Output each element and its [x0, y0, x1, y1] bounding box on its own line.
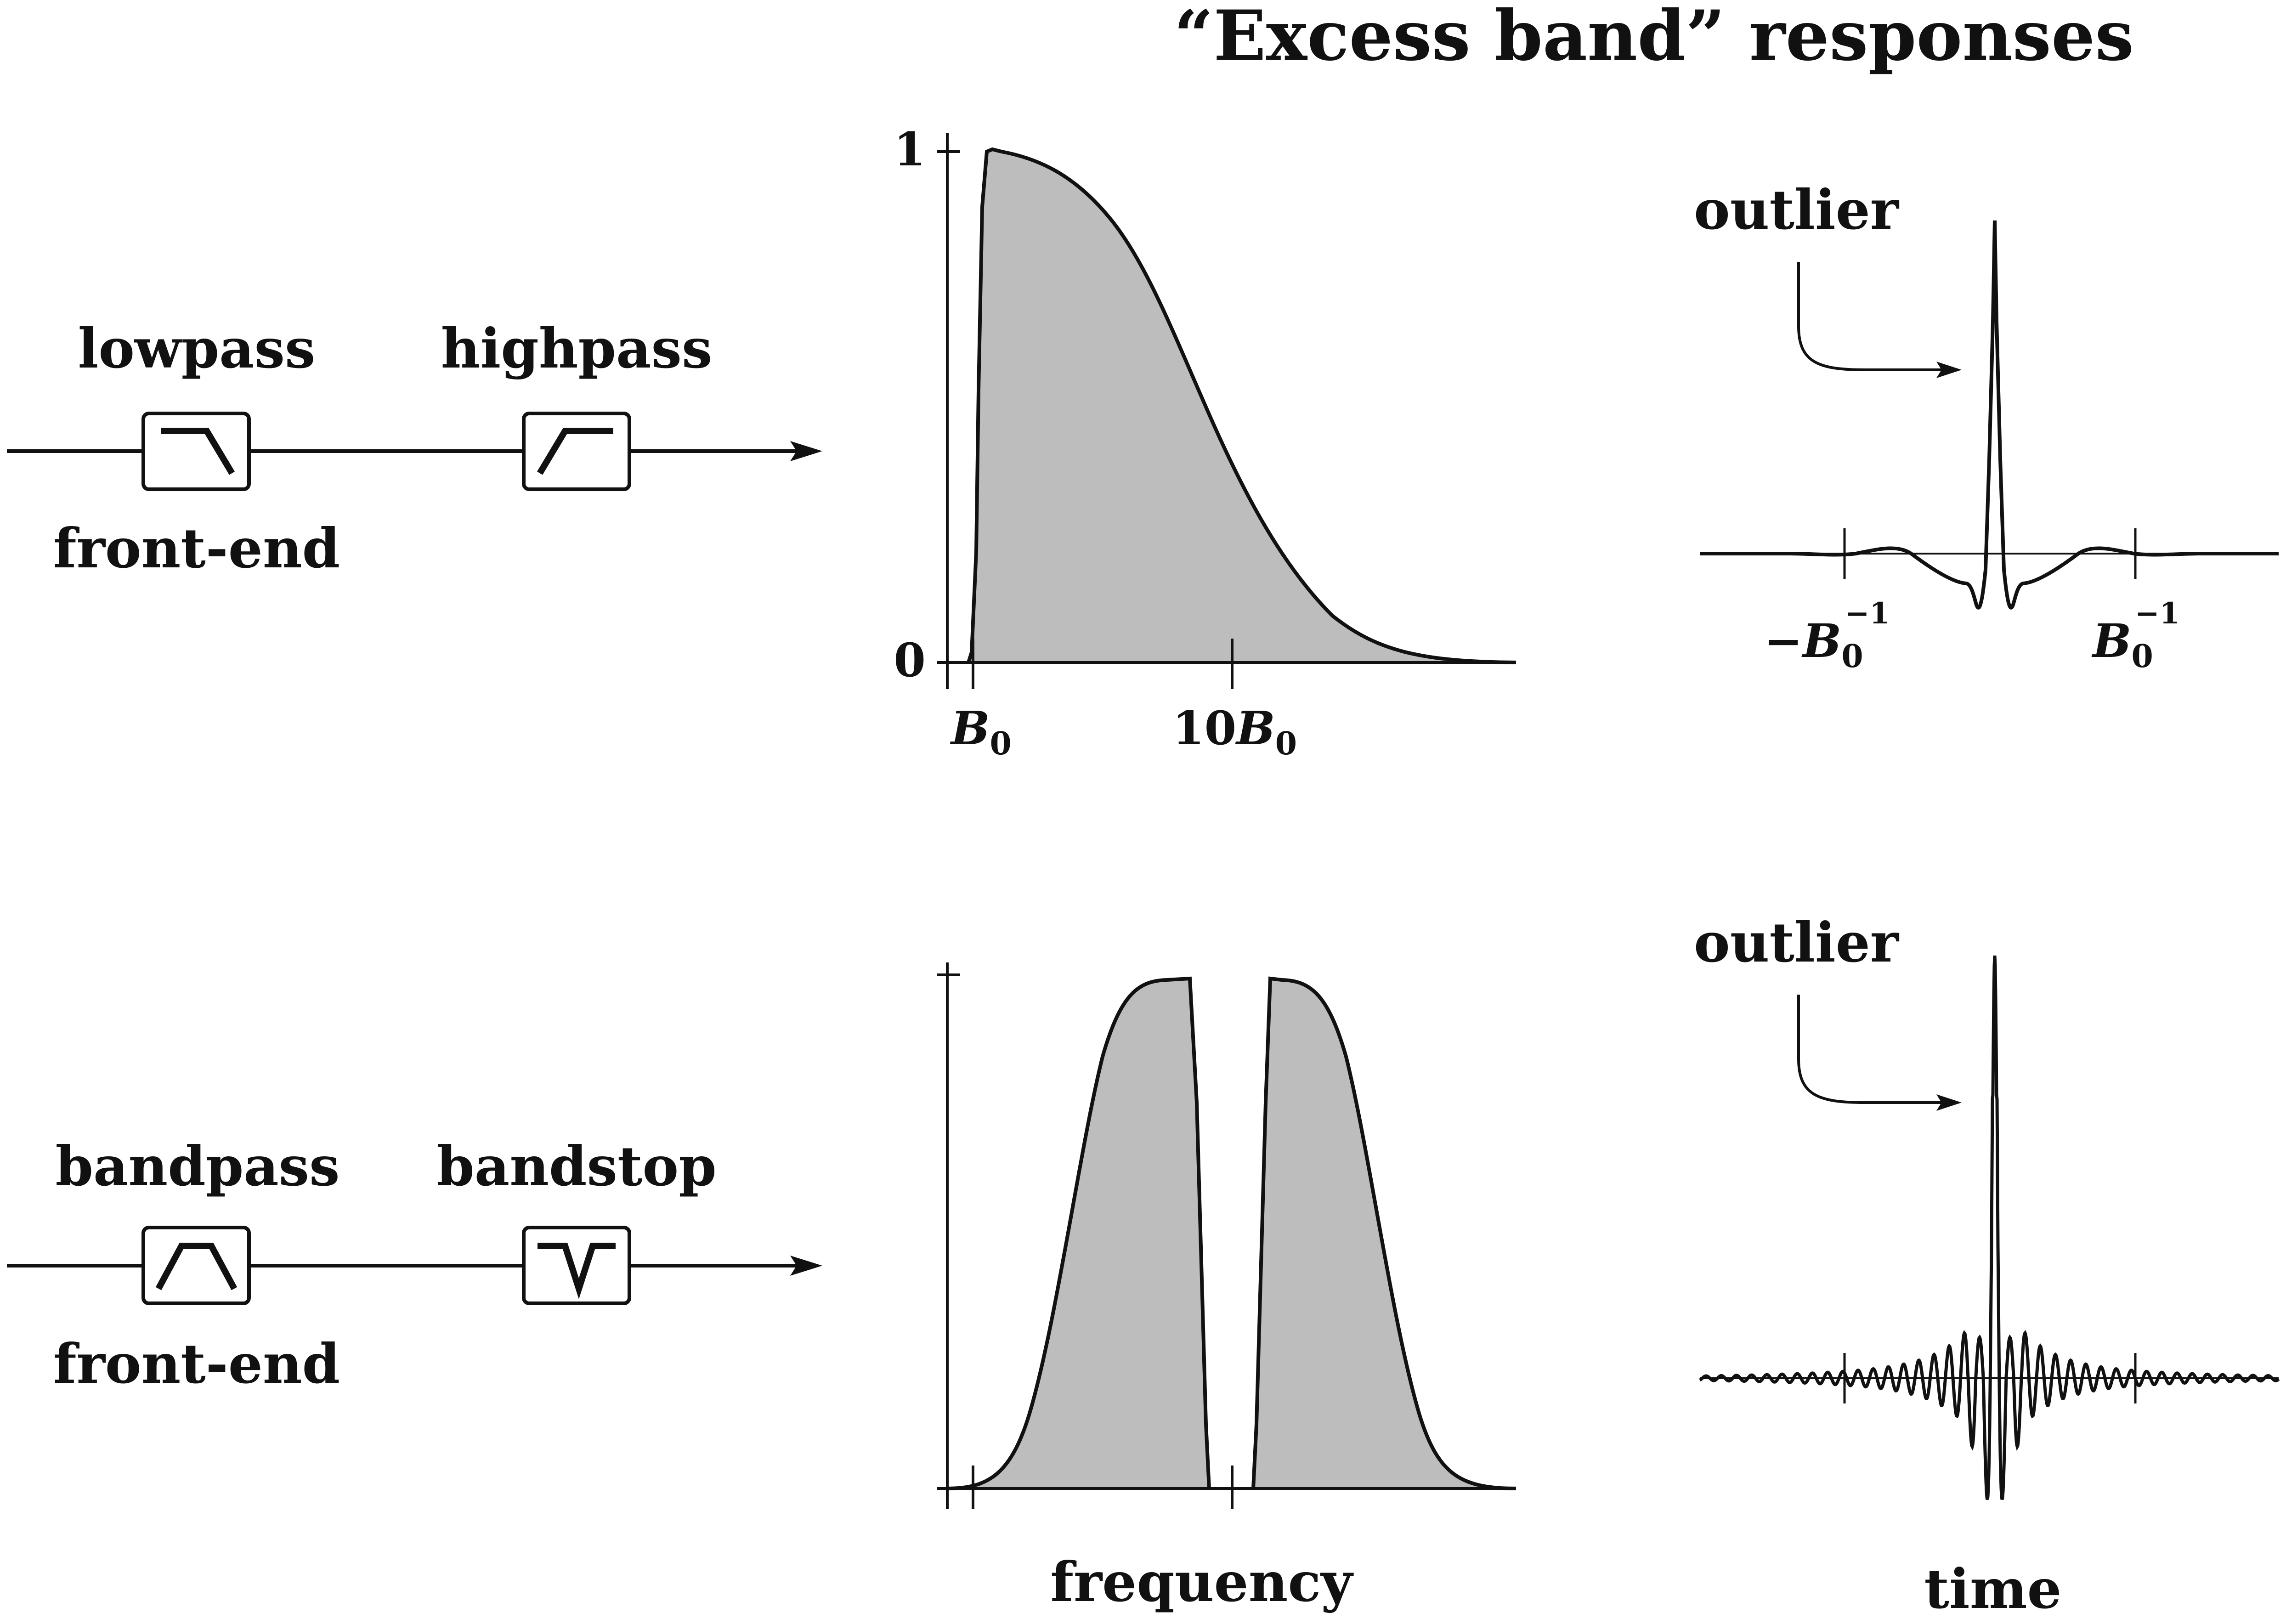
arrowhead-icon — [1936, 1094, 1962, 1111]
bandpass-icon — [141, 1226, 251, 1305]
outlier-arrow-bottom — [1797, 995, 1946, 1104]
highpass-label: highpass — [441, 317, 713, 380]
response-curve-top — [967, 147, 1516, 664]
lowpass-icon — [141, 412, 251, 491]
frequency-response-bottom: frequency — [937, 962, 1516, 1614]
time-response-bottom: outlier time — [1694, 911, 2280, 1621]
front-end-caption: front-end — [53, 516, 340, 580]
y-tick-label-1: 1 — [894, 122, 926, 176]
figure-title: “Excess band” responses — [1174, 0, 2134, 76]
y-tick-label-0: 0 — [894, 633, 926, 687]
x-tick-label-b0: B0 — [950, 701, 1012, 762]
bandstop-label: bandstop — [436, 1134, 716, 1198]
time-tick-label-right: B0−1 — [2091, 596, 2180, 675]
outlier-annotation-bottom: outlier — [1694, 911, 1900, 974]
bandstop-icon — [522, 1226, 631, 1305]
signal-chain-bottom: bandpass bandstop front-end — [7, 1134, 822, 1396]
highpass-icon — [522, 412, 631, 491]
arrowhead-icon — [790, 441, 822, 461]
time-axis-label: time — [1924, 1557, 2061, 1621]
signal-chain-top: lowpass highpass front-end — [7, 317, 822, 580]
impulse-response-bottom — [1699, 955, 2280, 1500]
front-end-caption: front-end — [53, 1332, 340, 1396]
frequency-response-top: 1 0 B0 10B0 — [894, 122, 1516, 762]
response-curve-bottom-left — [947, 976, 1211, 1490]
arrowhead-icon — [1936, 362, 1962, 378]
impulse-response-top — [1700, 220, 2279, 610]
response-curve-bottom-right — [1251, 976, 1516, 1490]
outlier-arrow-top — [1797, 262, 1946, 371]
arrowhead-icon — [790, 1256, 822, 1276]
frequency-axis-label: frequency — [1050, 1550, 1354, 1614]
bandpass-label: bandpass — [55, 1134, 340, 1198]
response-fill-bottom-left — [947, 979, 1209, 1488]
response-fill-top — [968, 149, 1516, 662]
outlier-annotation-top: outlier — [1694, 178, 1900, 242]
time-response-top: outlier −B0−1 B0−1 — [1694, 178, 2279, 675]
lowpass-label: lowpass — [78, 317, 316, 380]
response-fill-bottom-right — [1253, 979, 1516, 1488]
time-tick-label-left: −B0−1 — [1764, 596, 1890, 675]
x-tick-label-10b0: 10B0 — [1172, 701, 1297, 762]
